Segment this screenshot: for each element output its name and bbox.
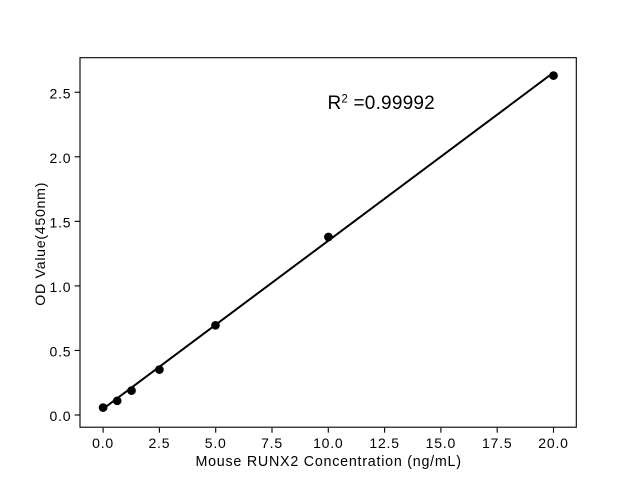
svg-text:OD Value(450nm): OD Value(450nm): [33, 182, 49, 306]
svg-text:5.0: 5.0: [205, 435, 227, 451]
svg-text:12.5: 12.5: [369, 435, 399, 451]
svg-text:2.0: 2.0: [50, 150, 72, 166]
svg-text:0.5: 0.5: [50, 344, 72, 360]
svg-text:7.5: 7.5: [261, 435, 283, 451]
svg-text:20.0: 20.0: [538, 435, 568, 451]
svg-text:Mouse RUNX2 Concentration (ng/: Mouse RUNX2 Concentration (ng/mL): [195, 454, 461, 470]
svg-text:0.0: 0.0: [92, 435, 114, 451]
svg-text:15.0: 15.0: [426, 435, 456, 451]
svg-text:1.0: 1.0: [50, 279, 72, 295]
svg-text:10.0: 10.0: [313, 435, 343, 451]
svg-text:0.0: 0.0: [50, 408, 72, 424]
svg-text:2.5: 2.5: [50, 85, 72, 101]
svg-text:17.5: 17.5: [482, 435, 512, 451]
svg-text:1.5: 1.5: [50, 214, 72, 230]
svg-text:2.5: 2.5: [148, 435, 170, 451]
svg-text:R2 =0.99992: R2 =0.99992: [328, 93, 435, 114]
